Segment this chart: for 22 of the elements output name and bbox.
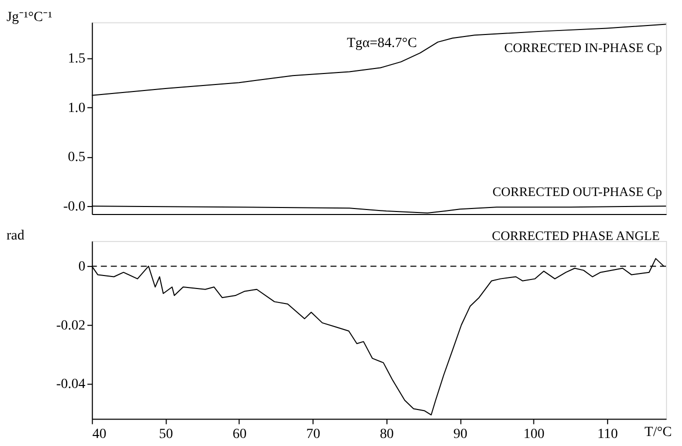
series-label: CORRECTED PHASE ANGLE bbox=[492, 228, 660, 244]
y-tick-label: 0.5 bbox=[68, 150, 86, 166]
y-tick-label: -0.0 bbox=[63, 200, 86, 215]
y-axis-title: rad bbox=[6, 228, 24, 244]
y-axis-title: Jg⁻¹°C⁻¹ bbox=[6, 10, 52, 25]
x-tick-label: 110 bbox=[597, 427, 618, 442]
y-tick-label: 1.5 bbox=[68, 51, 86, 66]
y-tick-label: 0 bbox=[78, 260, 86, 275]
y-tick-label: -0.04 bbox=[56, 377, 86, 392]
x-tick-label: 40 bbox=[92, 427, 106, 442]
series-label: CORRECTED OUT-PHASE Cp bbox=[492, 184, 662, 200]
x-tick-label: 90 bbox=[453, 427, 468, 442]
y-tick-label: -0.02 bbox=[56, 318, 86, 334]
x-tick-label: 100 bbox=[524, 427, 545, 442]
x-tick-label: 70 bbox=[306, 427, 320, 442]
x-tick-label: 80 bbox=[380, 427, 394, 442]
x-tick-label: 60 bbox=[232, 427, 247, 442]
series-label: CORRECTED IN-PHASE Cp bbox=[504, 40, 662, 56]
y-tick-label: 1.0 bbox=[68, 100, 86, 116]
x-tick-label: 50 bbox=[158, 427, 173, 442]
annotation: Tgα=84.7°C bbox=[346, 36, 417, 51]
x-axis-title: T/°C bbox=[644, 425, 672, 440]
